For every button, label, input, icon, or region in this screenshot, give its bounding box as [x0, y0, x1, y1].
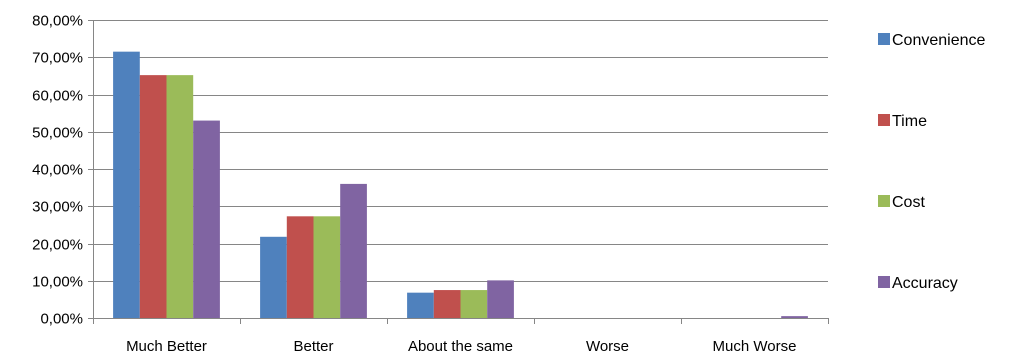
- y-axis-tick-labels: 0,00% 10,00% 20,00% 30,00% 40,00% 50,00% 60,00…: [32, 13, 83, 328]
- bars: [113, 51, 808, 318]
- bar-accuracy-much-better: [193, 120, 220, 318]
- axes: [88, 20, 829, 324]
- bar-convenience-about-the-same: [407, 292, 434, 318]
- legend-label-accuracy: Accuracy: [892, 275, 958, 292]
- bar-accuracy-much-worse: [781, 316, 808, 318]
- y-tick-label: 80,00%: [32, 13, 83, 30]
- y-tick-label: 70,00%: [32, 50, 83, 67]
- legend-label-cost: Cost: [892, 194, 925, 211]
- legend-label-time: Time: [892, 113, 927, 130]
- x-tick-label: About the same: [408, 338, 513, 352]
- legend-swatch-convenience: [878, 33, 890, 45]
- y-tick-label: 40,00%: [32, 162, 83, 179]
- bar-accuracy-better: [340, 183, 367, 318]
- y-tick-label: 20,00%: [32, 237, 83, 254]
- bar-time-about-the-same: [433, 290, 461, 318]
- legend-label-convenience: Convenience: [892, 32, 986, 49]
- x-tick-label: Much Worse: [713, 338, 797, 352]
- bar-cost-better: [313, 216, 341, 318]
- bar-time-better: [286, 216, 314, 318]
- bar-convenience-better: [260, 236, 287, 318]
- legend: Convenience Time Cost Accuracy: [878, 32, 986, 292]
- bar-accuracy-about-the-same: [487, 280, 514, 318]
- legend-swatch-cost: [878, 195, 890, 207]
- y-tick-label: 30,00%: [32, 199, 83, 216]
- y-tick-label: 60,00%: [32, 88, 83, 105]
- bar-cost-about-the-same: [460, 290, 488, 318]
- bar-convenience-much-better: [113, 51, 140, 318]
- y-tick-label: 0,00%: [40, 311, 83, 328]
- legend-swatch-accuracy: [878, 276, 890, 288]
- legend-swatch-time: [878, 114, 890, 126]
- x-axis-tick-labels: Much Better Better About the same Worse Much…: [126, 338, 796, 352]
- y-tick-label: 50,00%: [32, 125, 83, 142]
- bar-time-much-better: [139, 75, 167, 318]
- y-tick-label: 10,00%: [32, 274, 83, 291]
- bar-cost-much-better: [166, 75, 194, 318]
- x-tick-label: Better: [293, 338, 333, 352]
- x-tick-label: Worse: [586, 338, 629, 352]
- x-tick-label: Much Better: [126, 338, 207, 352]
